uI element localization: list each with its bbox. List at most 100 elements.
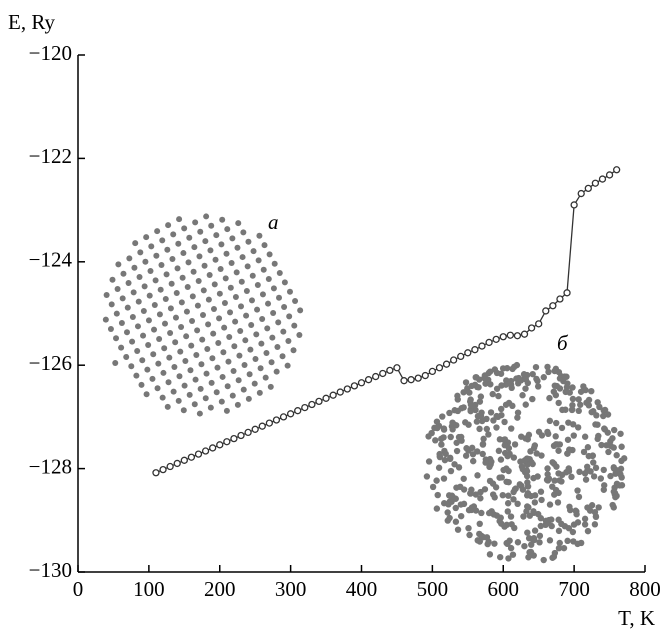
cluster-atom bbox=[129, 338, 136, 345]
cluster-atom bbox=[210, 306, 217, 313]
cluster-atom bbox=[565, 419, 572, 426]
cluster-atom bbox=[115, 261, 122, 268]
cluster-atom bbox=[142, 258, 149, 265]
cluster-atom bbox=[237, 327, 244, 334]
marker bbox=[223, 438, 231, 446]
cluster-atom bbox=[159, 237, 166, 244]
cluster-atom bbox=[600, 407, 607, 414]
cluster-atom bbox=[485, 431, 492, 438]
cluster-atom bbox=[178, 299, 185, 306]
cluster-atom bbox=[170, 388, 177, 395]
cluster-atom bbox=[472, 491, 479, 498]
cluster-atom bbox=[219, 373, 226, 380]
cluster-atom bbox=[202, 395, 209, 402]
cluster-atom bbox=[257, 365, 264, 372]
cluster-atom bbox=[435, 464, 443, 471]
cluster-atom bbox=[250, 248, 257, 255]
cluster-atom bbox=[452, 518, 460, 525]
cluster-atom bbox=[145, 317, 152, 324]
marker bbox=[442, 360, 451, 368]
cluster-atom bbox=[108, 301, 115, 308]
cluster-atom bbox=[505, 555, 512, 562]
marker bbox=[598, 175, 607, 183]
cluster-atom bbox=[146, 292, 153, 299]
cluster-atom bbox=[148, 243, 155, 250]
marker bbox=[527, 324, 536, 332]
cluster-atom bbox=[241, 361, 248, 368]
cluster-atom bbox=[484, 540, 491, 548]
cluster-atom bbox=[609, 501, 616, 509]
cluster-atom bbox=[222, 275, 229, 282]
cluster-atom bbox=[164, 403, 171, 410]
marker bbox=[605, 171, 614, 179]
cluster-atom bbox=[510, 454, 518, 461]
cluster-atom bbox=[577, 401, 584, 408]
cluster-atom bbox=[534, 383, 542, 390]
cluster-atom bbox=[266, 251, 273, 258]
marker bbox=[173, 459, 181, 468]
cluster-atom bbox=[538, 496, 545, 504]
cluster-atom bbox=[260, 266, 267, 273]
cluster-atom bbox=[181, 382, 188, 389]
cluster-atom bbox=[441, 456, 449, 464]
cluster-atom bbox=[154, 228, 161, 235]
cluster-atom bbox=[163, 271, 170, 278]
cluster-atom bbox=[574, 487, 581, 494]
cluster-atom bbox=[540, 374, 547, 381]
cluster-atom bbox=[276, 294, 283, 301]
cluster-atom bbox=[120, 270, 127, 277]
cluster-atom bbox=[433, 505, 441, 512]
cluster-atom bbox=[137, 249, 144, 256]
marker bbox=[499, 333, 507, 341]
cluster-atom bbox=[214, 364, 221, 371]
marker bbox=[237, 431, 245, 440]
x-tick-label: 700 bbox=[558, 577, 590, 601]
cluster-atom bbox=[462, 452, 470, 459]
cluster-atom bbox=[497, 456, 505, 463]
cluster-atom bbox=[165, 222, 172, 229]
cluster-atom bbox=[162, 296, 169, 303]
cluster-atom bbox=[196, 410, 203, 417]
cluster-atom bbox=[161, 345, 168, 352]
cluster-atom bbox=[176, 373, 183, 380]
cluster-atom bbox=[504, 508, 511, 515]
cluster-atom bbox=[530, 474, 537, 482]
cluster-atom bbox=[581, 521, 589, 528]
cluster-atom bbox=[569, 421, 577, 428]
cluster-atom bbox=[476, 520, 483, 528]
cluster-atom bbox=[559, 406, 566, 414]
cluster-atom bbox=[434, 424, 441, 432]
cluster-atom bbox=[248, 297, 255, 304]
cluster-atom bbox=[505, 492, 512, 499]
cluster-atom bbox=[440, 434, 447, 441]
cluster-atom bbox=[569, 401, 576, 409]
cluster-atom bbox=[213, 389, 220, 396]
cluster-atom bbox=[242, 337, 249, 344]
cluster-atom bbox=[505, 467, 512, 475]
cluster-atom bbox=[192, 376, 199, 383]
cluster-atom bbox=[522, 376, 530, 383]
cluster-atom bbox=[180, 250, 187, 257]
annotation: a bbox=[268, 210, 279, 234]
cluster-atom bbox=[522, 385, 529, 392]
cluster-atom bbox=[483, 415, 490, 423]
cluster-atom bbox=[580, 448, 588, 456]
cluster-atom bbox=[447, 467, 455, 475]
cluster-atom bbox=[286, 313, 293, 320]
cluster-atom bbox=[175, 397, 182, 404]
cluster-atom bbox=[297, 307, 304, 314]
cluster-atom bbox=[230, 367, 237, 374]
cluster-atom bbox=[523, 468, 531, 475]
cluster-atom bbox=[560, 544, 568, 552]
cluster-atom bbox=[522, 401, 529, 408]
cluster-atom bbox=[128, 363, 135, 370]
marker bbox=[556, 295, 564, 303]
cluster-atom bbox=[506, 537, 513, 544]
cluster-atom bbox=[514, 500, 521, 508]
marker bbox=[251, 425, 259, 433]
cluster-atom bbox=[432, 437, 439, 444]
cluster-atom bbox=[574, 519, 582, 526]
cluster-atom bbox=[457, 501, 465, 508]
cluster-atom bbox=[245, 238, 252, 245]
cluster-atom bbox=[493, 369, 501, 377]
